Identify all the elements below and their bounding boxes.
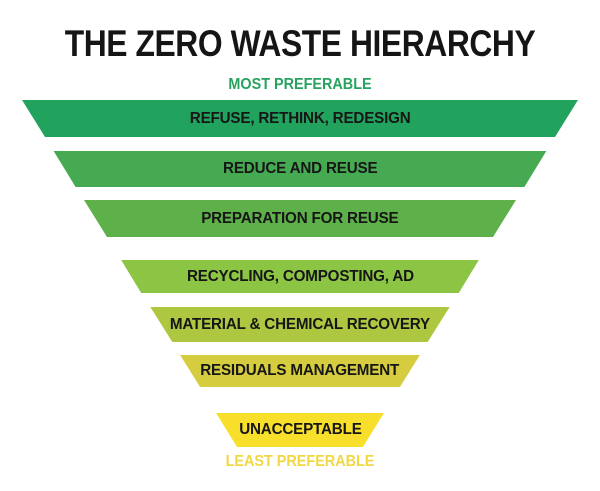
funnel-level-label: RECYCLING, COMPOSTING, AD bbox=[186, 267, 414, 285]
funnel-level-1: REFUSE, RETHINK, REDESIGN bbox=[22, 100, 578, 137]
funnel-level-label: PREPARATION FOR REUSE bbox=[201, 209, 399, 227]
funnel-level-6: RESIDUALS MANAGEMENT bbox=[180, 355, 420, 387]
funnel-level-label: RESIDUALS MANAGEMENT bbox=[200, 362, 400, 379]
funnel-level-2: REDUCE AND REUSE bbox=[54, 151, 547, 187]
funnel-level-label: UNACCEPTABLE bbox=[238, 421, 362, 438]
funnel-level-label: MATERIAL & CHEMICAL RECOVERY bbox=[169, 315, 431, 333]
funnel-level-7: UNACCEPTABLE bbox=[216, 413, 384, 447]
funnel-level-label: REDUCE AND REUSE bbox=[222, 160, 378, 177]
funnel-level-3: PREPARATION FOR REUSE bbox=[84, 200, 516, 237]
funnel-level-4: RECYCLING, COMPOSTING, AD bbox=[121, 260, 479, 293]
funnel-level-label: REFUSE, RETHINK, REDESIGN bbox=[189, 109, 411, 127]
funnel-level-5: MATERIAL & CHEMICAL RECOVERY bbox=[150, 307, 449, 342]
least-preferable-label: LEAST PREFERABLE bbox=[225, 453, 375, 470]
most-preferable-label: MOST PREFERABLE bbox=[228, 76, 372, 93]
page-title: THE ZERO WASTE HIERARCHY bbox=[64, 23, 536, 64]
